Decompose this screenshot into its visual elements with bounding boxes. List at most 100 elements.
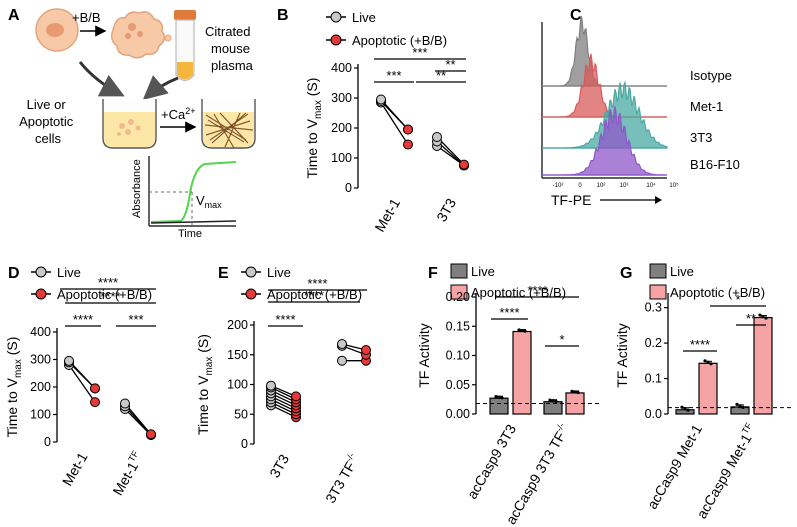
- legend-live-label: Live: [57, 265, 81, 280]
- replicate-point: [523, 329, 527, 333]
- y-tick-label: 0: [44, 435, 51, 449]
- panel-a: A +B/B Citrated mouse plasma: [8, 7, 256, 240]
- y-tick-label: 0.20: [446, 290, 470, 304]
- absorbance-label: Absorbance: [131, 159, 143, 218]
- legend-live-swatch: [450, 263, 468, 279]
- y-tick-label: 150: [227, 348, 248, 362]
- y-tick-label: 0.05: [446, 378, 470, 392]
- replicate-point: [551, 399, 555, 403]
- apoptotic-bar: [698, 362, 718, 415]
- significance-label: ****: [499, 305, 519, 320]
- y-tick-label: 0.1: [645, 372, 662, 386]
- y-tick-label: 200: [30, 380, 51, 394]
- significance-label: ****: [100, 289, 120, 304]
- y-tick-label: 200: [227, 318, 248, 332]
- replicate-point: [576, 390, 580, 395]
- legend-apoptotic-swatch: [450, 284, 468, 300]
- replicate-point: [703, 359, 707, 363]
- replicate-point: [548, 398, 552, 402]
- replicate-point: [758, 313, 762, 317]
- legend-apoptotic-label: Apoptotic (+B/B): [267, 287, 362, 302]
- significance-label: **: [746, 311, 756, 326]
- legend-apoptotic-label: Apoptotic (+B/B): [57, 287, 152, 302]
- significance-label: **: [445, 57, 455, 72]
- y-tick-label: 0.0: [645, 407, 662, 421]
- apoptotic-point: [403, 124, 413, 135]
- live-bar: [489, 397, 509, 415]
- replicate-point: [520, 328, 524, 333]
- significance-label: ****: [690, 337, 710, 352]
- vmax-label: Vmax: [196, 193, 222, 210]
- replicate-point: [738, 404, 742, 408]
- apoptotic-bar: [753, 316, 773, 415]
- y-tick-label: 0.15: [446, 319, 470, 333]
- legend-live-swatch: [649, 263, 667, 279]
- legend-live-marker: [245, 266, 257, 278]
- cells-label-line-3: cells: [35, 131, 62, 146]
- x-tick-label: 10²: [597, 183, 606, 189]
- significance-label: *: [559, 332, 564, 347]
- histogram-label: B16-F10: [690, 157, 740, 172]
- y-axis-label: Time to Vmax (S): [195, 334, 215, 435]
- apoptotic-point: [403, 139, 413, 150]
- replicate-point: [573, 390, 577, 394]
- y-axis-label: Time to Vmax (S): [4, 337, 24, 438]
- significance-label: ****: [307, 276, 327, 291]
- legend-apoptotic-marker: [245, 288, 257, 300]
- y-axis-label: TF Activity: [614, 323, 630, 388]
- y-tick-label: 200: [331, 121, 352, 135]
- x-axis-arrowhead: [655, 196, 662, 204]
- y-tick-label: 0.00: [446, 407, 470, 421]
- legend-f: Live Apoptotic (+B/B): [450, 263, 566, 300]
- y-axis-label: Time to Vmax (S): [304, 78, 324, 179]
- y-tick-label: 0: [345, 181, 352, 195]
- histogram-label: 3T3: [690, 130, 712, 145]
- x-tick-label: acCasp9 3T3: [464, 421, 520, 501]
- x-tick-label: 3T3: [433, 195, 459, 224]
- curved-arrow-right-icon: [142, 75, 179, 100]
- well-right-icon: [201, 99, 256, 149]
- x-tick-label: acCasp9 Met-1TF: [692, 421, 760, 522]
- histogram-label: Isotype: [690, 68, 732, 83]
- x-tick-label: -10²: [553, 183, 564, 189]
- histogram-isotype: [542, 15, 667, 87]
- panel-label-e: E: [218, 265, 229, 282]
- apoptotic-point: [90, 397, 100, 408]
- panel-g: G Live Apoptotic (+B/B) 0.0 0.1 0.2 0.3 TF A…: [614, 263, 791, 522]
- panel-d: D Live Apoptotic (+B/B) 0 100 200 300 400 Tim…: [4, 265, 156, 498]
- significance-label: *: [735, 292, 740, 307]
- live-point: [337, 355, 347, 366]
- significance-label: ****: [275, 312, 295, 327]
- significance-label: ****: [73, 312, 93, 327]
- tube-label-line-2: mouse: [211, 41, 250, 56]
- x-tick-label: 10³: [620, 183, 629, 189]
- legend-apoptotic-label: Apoptotic (+B/B): [352, 33, 447, 48]
- legend-b: Live Apoptotic (+B/B): [326, 10, 447, 48]
- apoptotic-point: [90, 383, 100, 394]
- x-tick-label: 0: [578, 183, 582, 189]
- tube-label: Citrated mouse plasma: [205, 24, 254, 73]
- replicate-point: [735, 402, 739, 407]
- live-point: [337, 339, 347, 350]
- replicate-point: [554, 399, 558, 403]
- apoptotic-point: [459, 159, 469, 170]
- y-tick-label: 300: [30, 353, 51, 367]
- significance-label: **: [436, 68, 446, 83]
- replicate-point: [709, 362, 713, 366]
- replicate-point: [764, 316, 768, 320]
- legend-g: Live Apoptotic (+B/B): [649, 263, 765, 300]
- replicate-point: [494, 395, 498, 399]
- y-tick-label: 100: [331, 151, 352, 165]
- legend-live-label: Live: [670, 264, 694, 279]
- absorbance-plot: Absorbance Time Vmax: [131, 156, 237, 240]
- curved-arrow-left-icon: [78, 61, 125, 97]
- x-tick-label: Met-1: [59, 449, 91, 488]
- y-tick-label: 50: [234, 407, 248, 421]
- y-tick-label: 100: [30, 408, 51, 422]
- pair-line: [68, 364, 96, 403]
- legend-d: Live Apoptotic (+B/B): [31, 265, 152, 302]
- y-tick-label: 400: [331, 61, 352, 75]
- live-bar: [675, 409, 695, 415]
- panel-label-b: B: [277, 7, 289, 24]
